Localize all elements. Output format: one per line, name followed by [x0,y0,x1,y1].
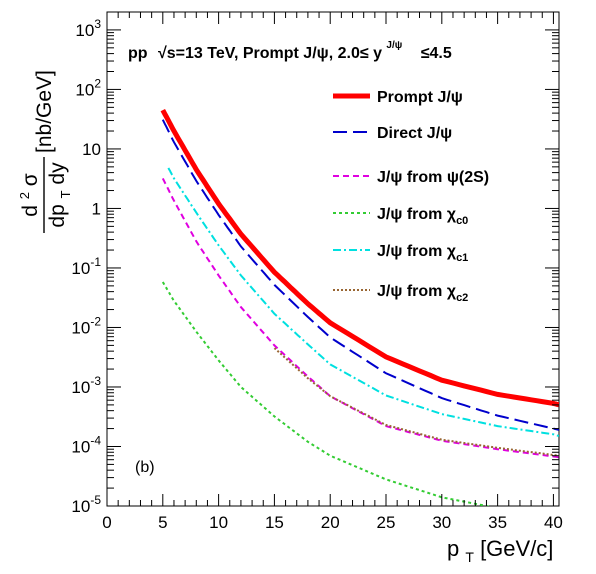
y-tick-label: 10-4 [71,433,101,456]
y-tick-base: 10 [75,21,94,40]
y-tick-exp: 3 [94,17,101,31]
legend-label-0: Prompt J/ψ [377,89,463,106]
y-tick-exp: 2 [94,76,101,90]
y-den-rest: dy [46,162,69,185]
legend-label-main: J/ψ from χ [377,283,457,300]
plot-frame [106,11,560,507]
y-tick-label: 10-1 [71,255,101,278]
legend-label-3: J/ψ from χc0 [377,206,468,227]
y-tick-label: 103 [75,17,101,40]
y-tick-label: 10-5 [71,493,101,516]
y-num-rest: σ [19,173,42,186]
series-line-5 [273,347,559,457]
series-line-2 [161,177,559,459]
x-tick-label: 25 [377,513,396,532]
x-tick-label: 0 [102,513,111,532]
y-tick-label: 102 [75,76,101,99]
legend-label-main: J/ψ from χ [377,243,457,260]
legend-label-sub: c2 [456,292,468,304]
x-axis-label-sub: T [465,549,474,565]
legend-label-main: Direct J/ψ [377,125,452,142]
series-line-1 [161,119,559,431]
legend-label-sub: c0 [456,215,468,227]
x-tick-label: 40 [544,513,563,532]
title-sample: Prompt J/ψ, 2.0≤ y [243,45,382,62]
y-tick-base: 10 [71,378,90,397]
legend-label-main: J/ψ from ψ(2S) [377,169,489,186]
series-layer [160,108,559,506]
y-tick-base: 10 [71,497,90,516]
y-tick-base: 10 [71,437,90,456]
y-tick-label: 10 [82,140,101,159]
title-energy: √s=13 TeV, [158,45,238,62]
x-axis-label-main: p [447,536,459,561]
series-line-0 [160,108,559,408]
y-tick-exp: -3 [90,374,101,388]
chart-title: pp √s=13 TeV, Prompt J/ψ, 2.0≤ y J/ψ ≤4.… [128,35,452,62]
legend-label-4: J/ψ from χc1 [377,243,468,264]
title-system: pp [128,45,148,62]
y-tick-base: 10 [71,259,90,278]
y-tick-exp: -1 [90,255,101,269]
legend: Prompt J/ψ Direct J/ψ J/ψ from ψ(2S) J/ψ fr… [333,89,489,304]
y-tick-label: 10-3 [71,374,101,397]
y-axis-label: d 2 σ dp T dy [nb/GeV] [11,70,75,233]
y-axis-fraction-denominator: dp T dy [46,162,75,228]
y-den-sub: T [58,190,73,198]
series-line-3 [161,281,492,506]
legend-label-main: Prompt J/ψ [377,89,463,106]
y-axis-fraction-numerator: d 2 σ [11,173,42,217]
x-tick-label: 20 [321,513,340,532]
x-tick-label: 30 [432,513,451,532]
y-tick-label: 10-2 [71,314,101,337]
legend-label-main: J/ψ from χ [377,206,457,223]
x-tick-label: 35 [488,513,507,532]
y-tick-exp: -4 [90,433,101,447]
y-tick-label: 1 [92,199,101,218]
x-tick-label: 5 [158,513,167,532]
y-den-dp: dp [46,204,69,227]
y-num-sup: 2 [17,192,32,199]
y-tick-exp: -5 [90,493,101,507]
x-axis-label: p T [GeV/c] [447,536,553,567]
title-sup: J/ψ [386,40,402,51]
ticks-layer: 0 5 10 15 20 25 30 35 4010-510-410-310-210-11101… [71,11,563,532]
y-num-d: d [19,205,42,217]
y-tick-base: 10 [71,318,90,337]
x-tick-label: 15 [265,513,284,532]
legend-label-1: Direct J/ψ [377,125,452,142]
x-tick-label: 10 [209,513,228,532]
y-tick-base: 10 [75,80,94,99]
legend-label-sub: c1 [456,252,468,264]
series-line-4 [167,167,559,437]
legend-label-5: J/ψ from χc2 [377,283,468,304]
legend-label-2: J/ψ from ψ(2S) [377,169,489,186]
y-axis-unit: [nb/GeV] [33,70,56,153]
y-tick-exp: -2 [90,314,101,328]
annotation-label: (b) [135,459,155,476]
title-upper: ≤4.5 [421,45,452,62]
x-axis-label-rest: [GeV/c] [480,536,553,561]
